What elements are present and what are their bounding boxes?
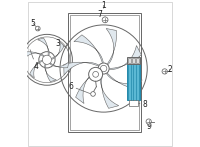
FancyBboxPatch shape bbox=[128, 58, 131, 63]
Circle shape bbox=[35, 26, 40, 31]
Text: 5: 5 bbox=[31, 19, 36, 28]
Polygon shape bbox=[50, 62, 69, 68]
Polygon shape bbox=[110, 46, 141, 70]
Polygon shape bbox=[38, 38, 49, 55]
Polygon shape bbox=[106, 29, 117, 65]
FancyBboxPatch shape bbox=[136, 58, 139, 63]
Circle shape bbox=[100, 65, 107, 72]
Text: 2: 2 bbox=[167, 65, 172, 74]
Polygon shape bbox=[45, 64, 56, 82]
Circle shape bbox=[89, 67, 103, 81]
Polygon shape bbox=[52, 42, 64, 59]
Polygon shape bbox=[30, 60, 42, 78]
Circle shape bbox=[42, 55, 52, 64]
Polygon shape bbox=[74, 35, 103, 63]
Circle shape bbox=[91, 92, 95, 96]
Circle shape bbox=[39, 52, 55, 68]
Polygon shape bbox=[107, 73, 142, 89]
Text: 9: 9 bbox=[147, 122, 152, 131]
Text: 7: 7 bbox=[97, 10, 105, 19]
FancyBboxPatch shape bbox=[127, 64, 140, 101]
Text: 1: 1 bbox=[101, 1, 106, 10]
Text: 4: 4 bbox=[30, 50, 38, 71]
Circle shape bbox=[93, 71, 99, 77]
FancyBboxPatch shape bbox=[127, 57, 140, 64]
Circle shape bbox=[146, 119, 151, 124]
Polygon shape bbox=[76, 70, 98, 103]
Text: 3: 3 bbox=[55, 39, 67, 48]
FancyBboxPatch shape bbox=[132, 58, 135, 63]
Circle shape bbox=[162, 69, 167, 74]
Text: 6: 6 bbox=[68, 82, 90, 94]
Polygon shape bbox=[64, 62, 99, 75]
Text: 8: 8 bbox=[136, 100, 147, 109]
FancyBboxPatch shape bbox=[129, 100, 138, 106]
Polygon shape bbox=[101, 74, 119, 108]
Polygon shape bbox=[25, 52, 44, 58]
Circle shape bbox=[102, 17, 108, 23]
Circle shape bbox=[98, 63, 109, 74]
